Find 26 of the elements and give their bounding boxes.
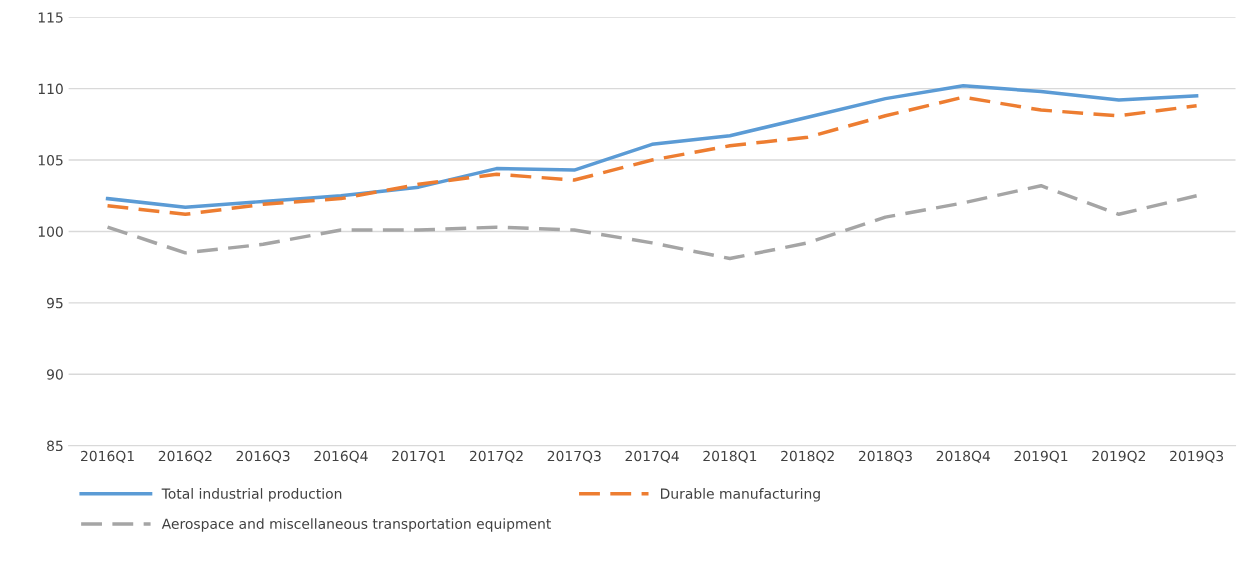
y-tick-label: 100 bbox=[38, 226, 63, 237]
x-tick-label: 2019Q1 bbox=[1014, 450, 1068, 463]
x-tick-label: 2016Q3 bbox=[236, 450, 290, 463]
x-tick-label: 2018Q1 bbox=[703, 450, 757, 463]
x-tick-label: 2017Q3 bbox=[547, 450, 601, 463]
x-tick-label: 2016Q4 bbox=[314, 450, 368, 463]
y-tick-label: 105 bbox=[38, 155, 63, 166]
legend-label: Durable manufacturing bbox=[660, 488, 820, 502]
y-tick-label: 85 bbox=[47, 440, 63, 452]
x-tick-label: 2018Q3 bbox=[858, 450, 912, 463]
line-series bbox=[105, 184, 1199, 261]
x-tick-label: 2017Q2 bbox=[469, 450, 523, 463]
x-tick-label: 2017Q4 bbox=[625, 450, 679, 463]
x-tick-label: 2017Q1 bbox=[392, 450, 445, 463]
y-tick-label: 115 bbox=[38, 12, 63, 23]
x-tick-label: 2016Q2 bbox=[158, 450, 212, 463]
x-tick-label: 2018Q4 bbox=[936, 450, 991, 463]
x-tick-label: 2016Q1 bbox=[81, 450, 134, 463]
y-tick-label: 95 bbox=[46, 297, 63, 309]
x-tick-label: 2018Q2 bbox=[781, 450, 834, 463]
x-tick-label: 2019Q3 bbox=[1170, 450, 1224, 463]
y-tick-label: 110 bbox=[38, 83, 63, 95]
x-tick-label: 2019Q2 bbox=[1092, 450, 1145, 463]
legend-label: Aerospace and miscellaneous transportation equipment bbox=[161, 518, 551, 532]
y-tick-label: 90 bbox=[46, 369, 63, 380]
legend-label: Total industrial production bbox=[161, 488, 342, 502]
